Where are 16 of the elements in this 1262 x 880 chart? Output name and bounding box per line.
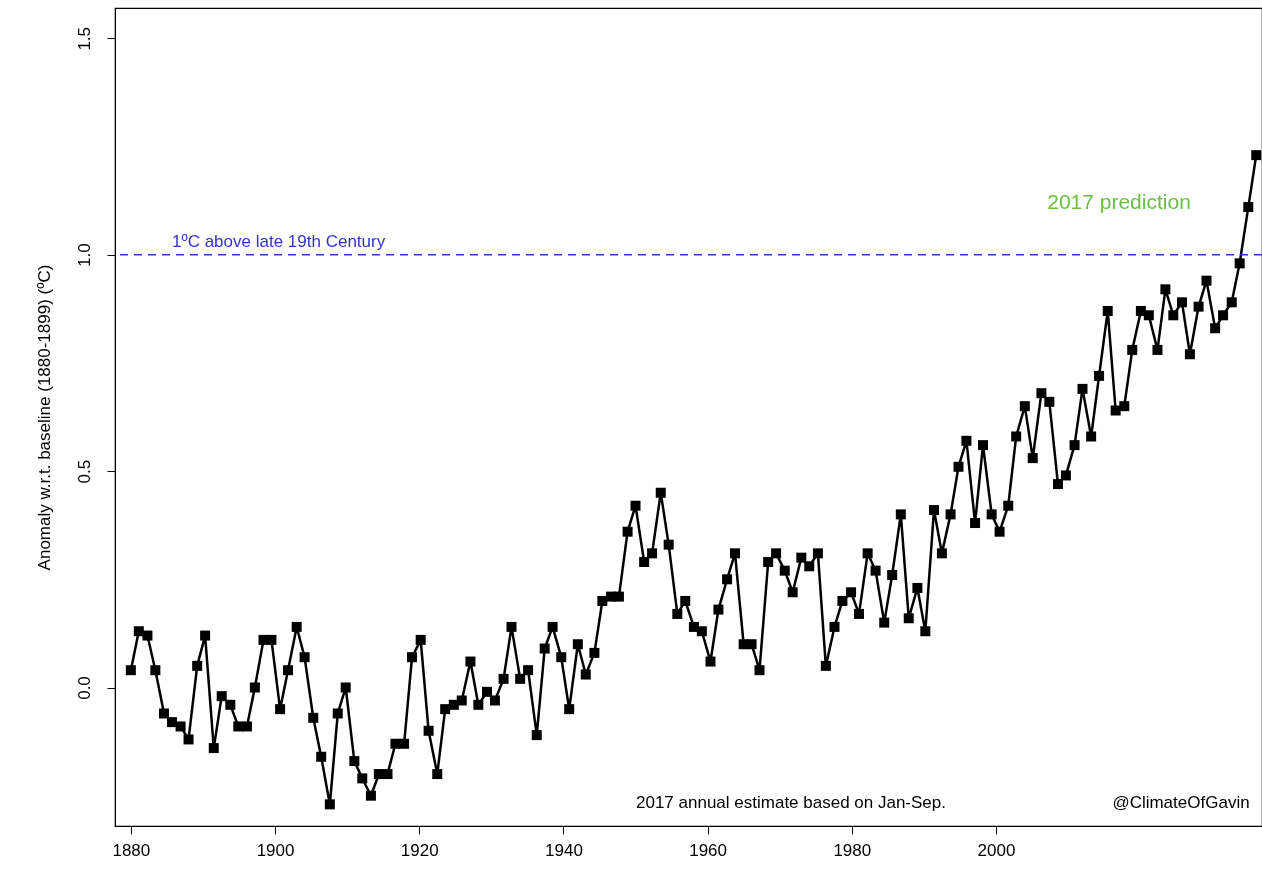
y-tick-label: 0.5 [74,459,94,484]
annotation: @ClimateOfGavin [1112,793,1250,812]
x-tick-label: 2000 [977,840,1016,860]
x-tick-label: 1960 [689,840,728,860]
annotation: 2017 annual estimate based on Jan-Sep. [635,793,947,812]
y-axis-title: Anomaly w.r.t. baseline (1880-1899) (ºC) [34,264,54,571]
y-tick-label: 1.5 [74,26,94,51]
y-tick-label: 0.0 [74,676,94,700]
y-tick-label: 1.0 [74,243,94,268]
x-tick-label: 1880 [112,840,151,860]
x-tick-label: 1980 [833,840,872,860]
x-tick-label: 1920 [400,840,439,860]
annotation: 2017 prediction [1047,190,1191,213]
x-tick-label: 1940 [545,840,583,860]
x-tick-label: 1900 [256,840,295,860]
ref-line-label: 1ºC above late 19th Century [172,231,386,251]
